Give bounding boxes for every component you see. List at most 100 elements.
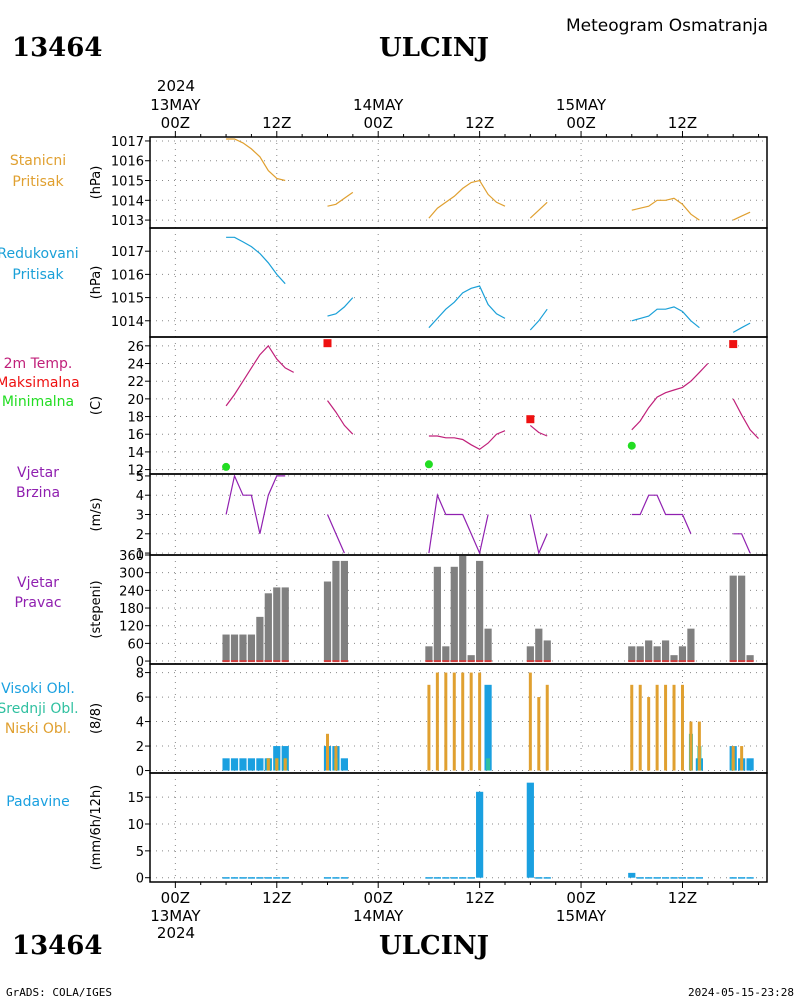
y-tick-label: 0: [136, 872, 144, 887]
panel-1: 1014 1015 1016 1017 (hPa) Redukovani Pritisak: [0, 227, 768, 338]
wind-direction-bar: [729, 575, 737, 662]
precip-bar: [264, 877, 272, 879]
wind-direction-base: [476, 660, 484, 663]
wind-direction-bar: [476, 560, 484, 662]
y-tick-label: 3: [136, 509, 144, 524]
y-tick-label: 1015: [111, 292, 144, 307]
tmin-marker: [424, 460, 433, 469]
series-line: [529, 514, 548, 556]
bottom-axis-year: 2024: [157, 924, 195, 942]
cloud-bar: [283, 758, 287, 771]
panel-label: Maksimalna: [0, 375, 80, 391]
chart-subtitle: Meteogram Osmatranja: [566, 16, 768, 36]
y-axis-label: (hPa): [89, 266, 104, 300]
y-tick-label: 0: [136, 655, 144, 670]
precip-bar: [459, 877, 467, 879]
wind-direction-base: [526, 660, 534, 663]
bottom-axis-date-label: 15MAY: [556, 907, 607, 925]
cloud-bar: [266, 758, 270, 771]
panel-label: Padavine: [6, 794, 70, 810]
series-line: [225, 473, 286, 534]
y-tick-label: 1014: [111, 194, 144, 209]
bottom-axis-time-label: 00Z: [364, 889, 393, 907]
cloud-bar: [630, 684, 634, 771]
cloud-bar: [664, 684, 668, 771]
precip-bar: [678, 877, 687, 879]
cloud-bar: [325, 733, 329, 771]
wind-direction-bar: [281, 587, 289, 662]
series-line: [631, 197, 700, 221]
precip-bar: [281, 877, 289, 879]
panel-0: 1013 1014 1015 1016 1017 (hPa) Stanicni Pritisa…: [10, 135, 768, 229]
y-tick-label: 4: [136, 716, 144, 731]
y-tick-label: 5: [136, 470, 144, 485]
wind-direction-base: [425, 660, 433, 663]
y-tick-label: 10: [127, 818, 144, 833]
cloud-bar: [697, 721, 701, 771]
y-tick-label: 6: [136, 691, 144, 706]
precip-bar: [645, 877, 653, 879]
wind-direction-bar: [738, 575, 746, 662]
top-axis-time-label: 12Z: [262, 114, 291, 132]
wind-direction-bar: [222, 634, 230, 662]
precip-bar: [535, 877, 543, 879]
wind-direction-bar: [450, 566, 458, 662]
wind-direction-base: [340, 660, 348, 663]
panel-label: Visoki Obl.: [1, 681, 75, 697]
panel-label: Pritisak: [12, 174, 64, 190]
precip-bar: [661, 877, 670, 879]
series-line: [326, 514, 345, 554]
precip-bar: [526, 782, 534, 878]
series-line: [327, 297, 354, 317]
y-tick-label: 15: [127, 791, 144, 806]
wind-direction-base: [247, 660, 256, 663]
precip-bar: [332, 877, 340, 879]
y-tick-label: 1016: [111, 268, 144, 283]
panel-label: Brzina: [16, 485, 60, 501]
page-footer: 13464 ULCINJ GrADS: COLA/IGES 2024-05-15…: [6, 931, 794, 999]
panel-label: Pravac: [14, 595, 61, 611]
series-line: [529, 201, 548, 219]
top-axis-time-label: 00Z: [566, 114, 595, 132]
cloud-bar: [230, 758, 239, 771]
cloud-bar: [484, 684, 492, 771]
precip-bar: [230, 877, 239, 879]
precip-bar: [476, 791, 484, 878]
y-tick-label: 4: [136, 489, 144, 504]
cloud-bar: [435, 672, 439, 771]
wind-direction-base: [256, 660, 264, 663]
precip-bar: [738, 877, 746, 879]
y-tick-label: 18: [127, 411, 144, 426]
top-axis-date-label: 14MAY: [353, 96, 404, 114]
top-axis-year: 2024: [157, 77, 195, 95]
top-axis-time-label: 00Z: [364, 114, 393, 132]
cloud-bar: [731, 746, 735, 771]
wind-direction-base: [661, 660, 670, 663]
precip-bar: [628, 872, 636, 878]
precip-bar: [222, 877, 230, 879]
series-line: [226, 138, 286, 182]
cloud-bar: [334, 746, 338, 771]
cloud-bar: [647, 697, 651, 771]
wind-direction-bar: [273, 587, 281, 662]
wind-direction-base: [433, 660, 441, 663]
series-line: [631, 306, 700, 329]
cloud-bar: [655, 684, 659, 771]
y-tick-label: 1017: [111, 135, 144, 150]
wind-direction-bar: [526, 646, 534, 662]
bottom-axis-time-label: 12Z: [668, 889, 697, 907]
wind-direction-bar: [239, 634, 247, 662]
wind-direction-bar: [653, 646, 661, 662]
tmax-marker: [729, 340, 738, 349]
y-axis-label: (stepeni): [89, 580, 104, 638]
y-tick-label: 180: [119, 602, 144, 617]
top-axis-time-label: 00Z: [161, 114, 190, 132]
y-axis-label: (C): [89, 396, 104, 415]
wind-direction-bar: [543, 640, 551, 662]
wind-direction-base: [543, 660, 551, 663]
series-line: [733, 533, 751, 554]
wind-direction-bar: [670, 655, 678, 662]
precip-bar: [425, 877, 433, 879]
station-id-top: 13464: [12, 33, 102, 63]
